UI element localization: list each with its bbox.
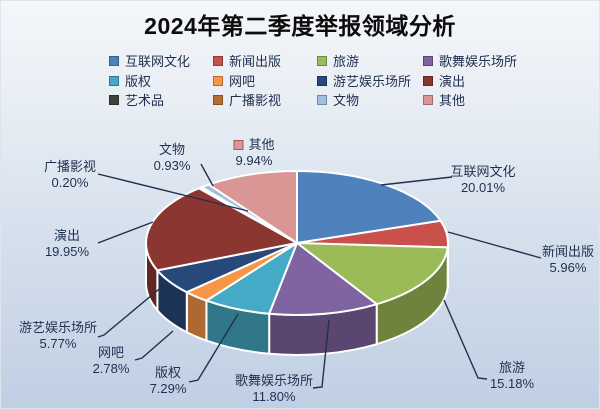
legend-swatch-icon bbox=[109, 55, 119, 66]
legend-label: 游艺娱乐场所 bbox=[333, 74, 412, 89]
legend-item-11: 其他 bbox=[423, 90, 465, 109]
leader-line-4 bbox=[188, 313, 239, 383]
legend-item-1: 新闻出版 bbox=[213, 51, 281, 70]
legend-item-7: 演出 bbox=[423, 71, 465, 90]
leader-line-1 bbox=[447, 231, 542, 259]
legend-swatch-icon bbox=[423, 94, 433, 105]
legend-label: 其他 bbox=[439, 93, 466, 108]
legend-label: 互联网文化 bbox=[125, 54, 191, 69]
legend-label: 艺术品 bbox=[125, 93, 165, 108]
legend-item-0: 互联网文化 bbox=[109, 51, 190, 70]
leader-line-9 bbox=[97, 173, 249, 212]
legend-swatch-icon bbox=[109, 94, 119, 105]
pie-slice-7 bbox=[145, 187, 298, 272]
legend-label: 新闻出版 bbox=[229, 54, 282, 69]
leader-line-6 bbox=[97, 284, 165, 338]
legend-item-9: 广播影视 bbox=[213, 90, 281, 109]
legend-item-3: 歌舞娱乐场所 bbox=[423, 51, 517, 70]
leader-line-7 bbox=[97, 221, 154, 244]
legend-label: 文物 bbox=[333, 93, 360, 108]
legend-item-6: 游艺娱乐场所 bbox=[317, 71, 411, 90]
pie-slice-3 bbox=[268, 242, 378, 316]
leader-line-10 bbox=[200, 163, 214, 187]
pie-slice-2 bbox=[296, 242, 449, 306]
leader-line-2 bbox=[443, 299, 488, 380]
legend-label: 歌舞娱乐场所 bbox=[439, 54, 518, 69]
legend-swatch-icon bbox=[109, 75, 119, 86]
legend-swatch-icon bbox=[317, 55, 327, 66]
chart-title: 2024年第二季度举报领域分析 bbox=[144, 13, 456, 39]
legend-label: 广播影视 bbox=[229, 93, 282, 108]
legend-item-8: 艺术品 bbox=[109, 90, 164, 109]
leader-line-0 bbox=[380, 176, 453, 186]
legend-label: 旅游 bbox=[333, 54, 360, 69]
legend-label: 网吧 bbox=[229, 74, 256, 89]
legend-swatch-icon bbox=[213, 75, 223, 86]
legend-item-4: 版权 bbox=[109, 71, 151, 90]
legend-swatch-icon bbox=[423, 75, 433, 86]
legend-label: 演出 bbox=[439, 74, 466, 89]
legend-swatch-icon bbox=[423, 55, 433, 66]
legend-item-2: 旅游 bbox=[317, 51, 359, 70]
legend-swatch-icon bbox=[317, 94, 327, 105]
legend-item-5: 网吧 bbox=[213, 71, 255, 90]
legend-swatch-icon bbox=[213, 55, 223, 66]
legend-item-10: 文物 bbox=[317, 90, 359, 109]
legend-swatch-icon bbox=[317, 75, 327, 86]
leader-line-3 bbox=[312, 319, 330, 389]
legend-swatch-icon bbox=[213, 94, 223, 105]
legend-label: 版权 bbox=[125, 74, 152, 89]
leader-line-5 bbox=[134, 330, 174, 361]
